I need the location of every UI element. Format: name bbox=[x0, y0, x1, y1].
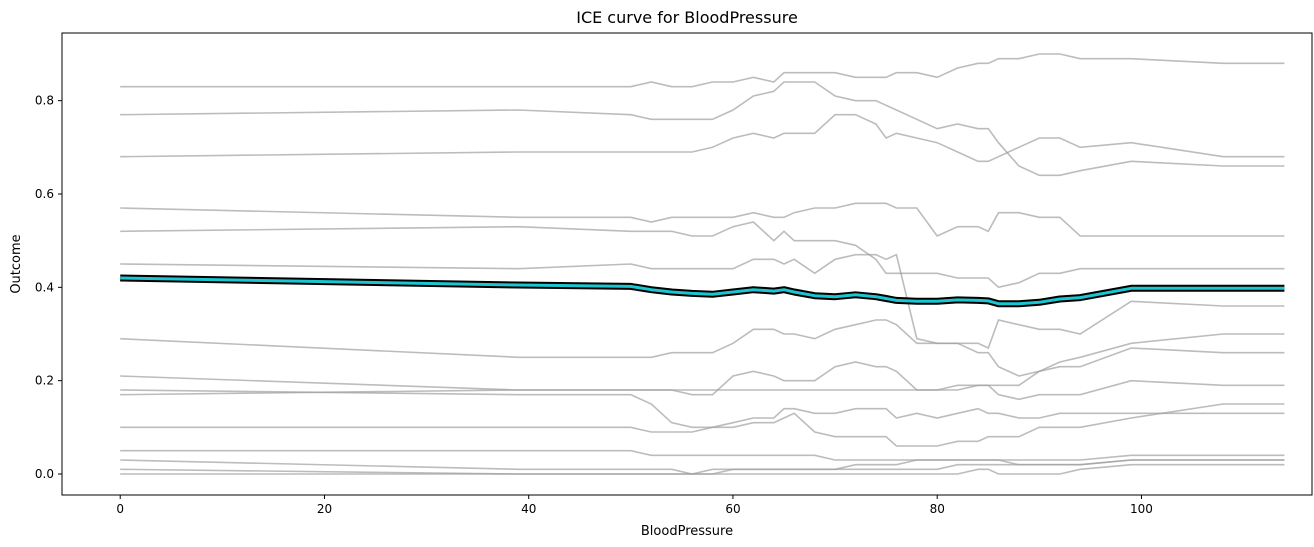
ice-line-9 bbox=[120, 347, 1285, 396]
ice-line-1 bbox=[120, 53, 1285, 88]
y-tick-label: 0.0 bbox=[35, 467, 54, 481]
x-tick-label: 100 bbox=[1130, 502, 1153, 516]
y-tick-label: 0.4 bbox=[35, 280, 54, 294]
ice-line-5 bbox=[120, 221, 1285, 289]
ice-line-7 bbox=[120, 319, 1285, 377]
y-tick-label: 0.8 bbox=[35, 94, 54, 108]
y-tick-label: 0.2 bbox=[35, 374, 54, 388]
average-line bbox=[120, 276, 1285, 306]
ice-line-2 bbox=[120, 81, 1285, 177]
y-axis-label: Outcome bbox=[9, 234, 24, 293]
x-tick-label: 0 bbox=[116, 502, 124, 516]
ice-line-3 bbox=[120, 113, 1285, 163]
chart-title: ICE curve for BloodPressure bbox=[576, 8, 798, 27]
x-axis-ticks: 0 20 40 60 80 100 bbox=[116, 495, 1153, 516]
ice-line-6 bbox=[120, 253, 1285, 350]
y-tick-label: 0.6 bbox=[35, 187, 54, 201]
ice-line-10 bbox=[120, 407, 1285, 433]
x-tick-label: 20 bbox=[317, 502, 332, 516]
x-tick-label: 80 bbox=[930, 502, 945, 516]
y-axis-ticks: 0.0 0.2 0.4 0.6 0.8 bbox=[35, 94, 62, 481]
plot-lines bbox=[120, 53, 1285, 475]
ice-line-15 bbox=[120, 463, 1285, 475]
x-axis-label: BloodPressure bbox=[641, 524, 733, 539]
ice-line-12 bbox=[120, 449, 1285, 461]
ice-line-4 bbox=[120, 202, 1285, 237]
plot-frame bbox=[61, 32, 1313, 496]
x-tick-label: 40 bbox=[521, 502, 536, 516]
ice-line-11 bbox=[120, 389, 1285, 447]
x-tick-label: 60 bbox=[725, 502, 740, 516]
ice-line-8 bbox=[120, 361, 1285, 401]
